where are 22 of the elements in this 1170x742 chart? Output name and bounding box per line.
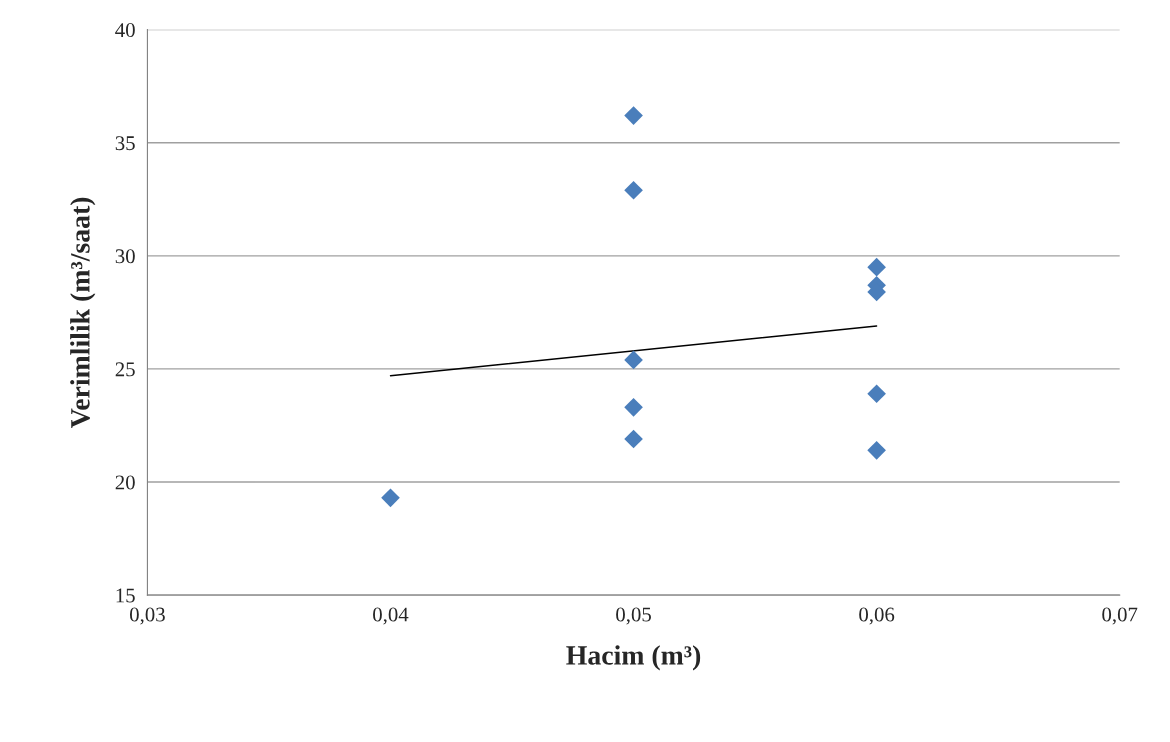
point [867,257,886,277]
y-axis-title: Verimlilik (m³/saat) [70,197,96,428]
point [867,384,886,404]
y-tick-label: 20 [115,475,135,490]
y-tick-label: 15 [116,588,135,603]
y-tick-label: 25 [115,362,135,377]
point [624,398,643,417]
x-tick-label: 0,04 [373,607,409,625]
y-tick-label: 35 [115,136,135,151]
x-axis-title: Hacim (m³) [566,645,701,671]
y-tick-label: 30 [115,249,135,264]
x-tick-label: 0,07 [1102,607,1138,625]
point [381,488,400,508]
x-tick-label: 0,03 [129,607,165,625]
x-tick-label: 0,05 [616,607,651,625]
point [624,350,643,370]
point [624,106,643,125]
point [867,441,886,460]
x-tick-label: 0,06 [859,607,895,625]
point [624,180,643,200]
point [624,429,643,449]
y-tick-label: 40 [115,23,135,38]
